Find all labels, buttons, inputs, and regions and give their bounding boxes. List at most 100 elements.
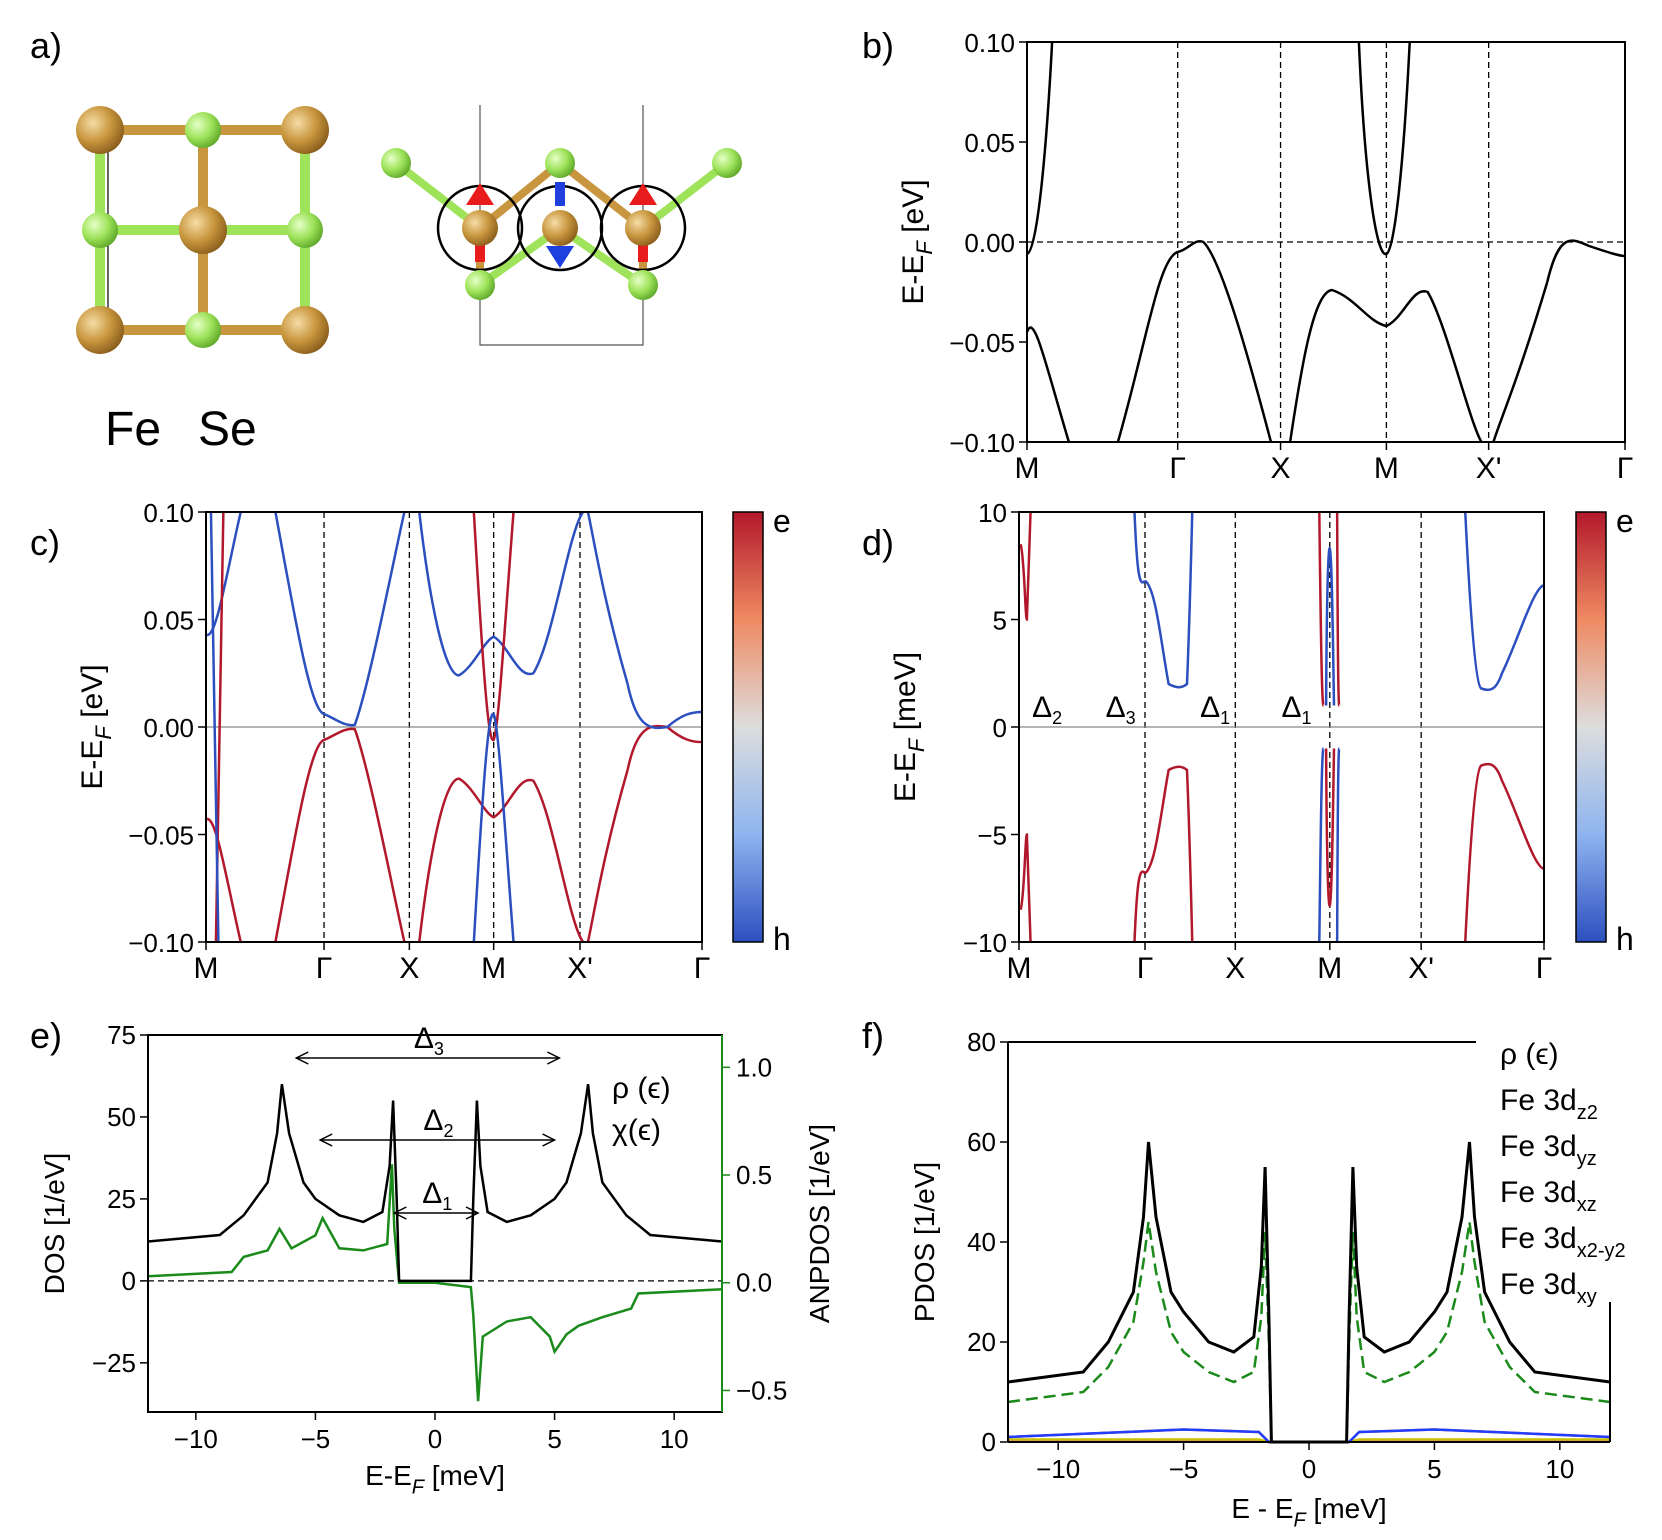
se-atom [545,148,575,178]
band-line [1335,747,1341,943]
band-line [418,511,585,677]
y-tick-label: 20 [967,1327,996,1357]
arrow-head [318,1133,333,1147]
fe-atom [281,306,329,354]
band-line [1026,41,1054,256]
band-line [472,511,515,742]
y-tick-label: −0.10 [949,428,1015,458]
y-axis-label: PDOS [1/eV] [909,1162,940,1322]
legend-entry: Fe 3dxy [1500,1268,1597,1308]
x-tick-label: 10 [660,1424,689,1454]
panel-label-b: b) [862,25,894,66]
legend-rho: ρ (ϵ) [612,1072,671,1105]
band-line [1025,326,1071,443]
band-line [1492,281,1549,443]
arrow-head [542,1133,557,1147]
panel-label-f: f) [862,1015,884,1056]
spin-down-arrow [546,246,574,268]
x-axis-label: E-EF [meV] [365,1460,505,1498]
colorbar-bottom-label: h [1616,921,1634,957]
arrow-head [547,1051,562,1065]
pdos-series-line [1007,1221,1611,1444]
band-line [472,712,515,943]
top-view-structure [76,106,329,354]
band-line [1324,748,1336,907]
band-line [1318,511,1325,707]
x-tick-label: Γ [316,952,333,985]
y-tick-label: 0.05 [143,606,194,636]
x-tick-label: 0 [428,1424,442,1454]
x-tick-label: X' [1476,452,1502,485]
panel-label-a: a) [30,25,62,66]
x-tick-label: −5 [301,1424,331,1454]
band-line [1324,547,1336,706]
y-tick-label: 0 [993,713,1007,743]
band-line [205,818,242,943]
y-tick-label: −5 [977,821,1007,851]
x-tick-label: M [1015,452,1040,485]
dos-series-line [147,1084,723,1283]
legend-entry: ρ (ϵ) [1500,1038,1559,1071]
y-tick-label: 0.00 [964,228,1015,258]
band-line [1133,511,1146,584]
band-line [1144,511,1194,689]
y-tick-label: −10 [963,928,1007,958]
panel-label-e: e) [30,1015,62,1056]
fe-atom [462,210,498,246]
plot-frame [205,511,703,943]
x-tick-label: 5 [547,1424,561,1454]
pdos-chart-f: 80 60 40 20 0 −10 −5 0 5 10 ρ (ϵ) Fe 3dz2 Fe 3dyz Fe … [909,1027,1626,1531]
y-axis-label: E-EF [eV] [897,179,937,304]
x-tick-label: X' [1408,952,1434,985]
dos-chart-e: 75 50 25 0 −25 1.0 0.5 0.0 −0.5 −10 −5 0 5 10 Δ3 Δ2 Δ1 ρ … [39,1020,835,1498]
x-tick-label: M [481,952,506,985]
arrow-head [465,1206,480,1220]
x-tick-label: 0 [1302,1454,1316,1484]
band-line [1019,833,1032,943]
x-tick-label: M [1374,452,1399,485]
band-line [1464,511,1545,692]
band-line [626,683,703,730]
se-atom [712,148,742,178]
x-tick-label: 5 [1427,1454,1441,1484]
band-line [1546,239,1626,283]
y-axis-label: DOS [1/eV] [39,1153,70,1295]
x-tick-label: Γ [1617,452,1634,485]
y-right-axis-label: ANPDOS [1/eV] [804,1124,835,1323]
panel-label-c: c) [30,522,60,563]
se-atom [628,270,658,300]
y-axis-label: E-EF [eV] [76,664,116,789]
y-right-tick-label: 0.5 [736,1160,772,1190]
y-tick-label: 10 [978,498,1007,528]
x-tick-label: 10 [1545,1454,1574,1484]
y-right-tick-label: 1.0 [736,1052,772,1082]
band-line [1288,288,1483,443]
se-atom [465,270,495,300]
band-line [1019,511,1032,621]
band-line [1116,239,1273,443]
x-tick-label: M [194,952,219,985]
y-right-tick-label: −0.5 [736,1375,787,1405]
legend-entry: Fe 3dz2 [1500,1084,1598,1124]
band-line [418,777,585,943]
se-atom [185,112,221,148]
band-line [274,727,406,943]
band-line [626,724,703,771]
gap-annotation: Δ3 [414,1022,444,1059]
y-tick-label: 5 [993,606,1007,636]
y-tick-label: 60 [967,1127,996,1157]
x-tick-label: Γ [1169,452,1186,485]
crystal-structure: Fe Se [76,105,742,456]
y-tick-label: −25 [92,1348,136,1378]
y-tick-label: 0.10 [964,28,1015,58]
y-tick-label: 0.05 [964,128,1015,158]
fe-atom [76,106,124,154]
legend-entry: Fe 3dxz [1500,1176,1597,1216]
y-tick-label: −0.05 [128,821,194,851]
spin-up-arrow [466,183,494,205]
x-tick-label: M [1317,952,1342,985]
band-line [1357,41,1411,256]
x-tick-label: X [399,952,419,985]
arrow-head [392,1206,407,1220]
